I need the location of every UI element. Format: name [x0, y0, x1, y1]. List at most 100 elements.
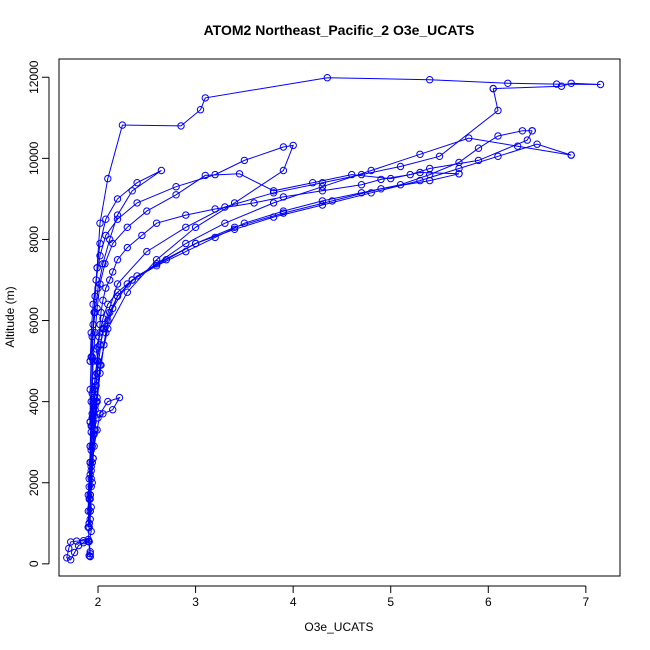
data-point	[123, 288, 132, 296]
data-point	[113, 195, 122, 203]
y-axis: 0 2000 4000 6000 8000 10000 12000	[27, 60, 50, 567]
data-point	[133, 272, 141, 280]
data-point	[84, 491, 93, 499]
data-point	[86, 418, 94, 426]
data-point	[90, 442, 98, 450]
plot-frame	[58, 58, 621, 577]
data-point	[513, 142, 522, 150]
data-point	[67, 556, 75, 564]
data-point	[230, 225, 239, 234]
data-point	[230, 223, 239, 232]
series-line	[87, 130, 533, 512]
y-tick-label: 2000	[27, 469, 41, 496]
data-point	[128, 276, 136, 284]
data-point	[269, 199, 278, 207]
data-point	[494, 106, 502, 115]
data-point	[87, 353, 95, 361]
data-point	[86, 385, 94, 394]
series-line	[88, 173, 460, 524]
y-tick-label: 10000	[27, 141, 41, 175]
data-point	[269, 187, 278, 195]
data-point	[504, 79, 512, 88]
data-point	[172, 191, 180, 199]
data-point	[230, 199, 239, 207]
data-point	[104, 397, 112, 406]
data-point	[377, 185, 385, 193]
data-point	[113, 211, 122, 219]
data-point	[85, 495, 93, 503]
series-line	[89, 88, 499, 463]
data-point	[416, 168, 424, 177]
data-point	[191, 223, 200, 232]
data-point	[123, 280, 132, 288]
data-point	[416, 150, 424, 159]
data-point	[88, 458, 96, 467]
data-point	[99, 260, 107, 268]
chart-title: ATOM2 Northeast_Pacific_2 O3e_UCATS	[204, 22, 475, 38]
data-point	[279, 209, 288, 217]
data-point	[87, 329, 95, 337]
data-point	[494, 132, 502, 140]
x-tick-label: 2	[95, 595, 102, 609]
data-point	[318, 201, 327, 209]
data-point	[235, 170, 244, 178]
data-point	[70, 548, 79, 557]
data-point	[528, 127, 536, 135]
data-point	[102, 231, 110, 240]
data-point	[494, 152, 502, 161]
data-point	[182, 211, 190, 219]
data-point	[86, 357, 94, 365]
data-point	[318, 183, 327, 191]
data-point	[455, 164, 463, 173]
data-point	[87, 475, 95, 483]
data-point	[518, 127, 527, 135]
data-point	[91, 292, 99, 300]
data-point	[87, 462, 95, 471]
data-point	[279, 166, 288, 175]
data-point	[86, 552, 94, 561]
data-point	[318, 197, 327, 205]
y-tick-label: 0	[27, 560, 41, 567]
data-point	[157, 166, 166, 175]
data-point	[523, 136, 531, 144]
data-point	[113, 256, 122, 264]
data-point	[182, 239, 190, 248]
data-point	[318, 179, 327, 187]
data-point	[396, 162, 405, 171]
data-point	[113, 292, 122, 300]
data-point	[377, 175, 385, 184]
data-point	[133, 179, 141, 187]
data-point	[92, 397, 100, 406]
data-point	[89, 320, 97, 329]
data-point	[93, 369, 101, 377]
data-point	[387, 174, 395, 183]
data-point	[269, 189, 278, 197]
x-tick-label: 5	[387, 595, 394, 609]
data-point	[426, 176, 434, 185]
data-point	[406, 170, 414, 179]
data-point	[102, 284, 110, 292]
x-axis: 2 3 4 5 6 7	[95, 585, 590, 609]
data-point	[96, 219, 104, 227]
x-tick-label: 4	[290, 595, 297, 609]
data-point	[123, 243, 132, 252]
data-point	[67, 538, 75, 546]
data-point	[86, 442, 94, 450]
data-point	[552, 80, 561, 88]
data-point	[99, 296, 107, 304]
data-point	[318, 187, 327, 195]
x-axis-label: O3e_UCATS	[304, 620, 373, 634]
data-point	[104, 174, 112, 183]
series-line	[87, 77, 601, 528]
data-point	[89, 357, 97, 365]
data-point	[88, 333, 96, 341]
data-point	[279, 143, 288, 151]
data-point	[250, 199, 258, 207]
series-line	[89, 171, 460, 463]
data-point	[455, 170, 463, 178]
data-point	[115, 393, 124, 402]
data-point	[138, 231, 146, 240]
data-point	[182, 223, 190, 232]
data-point	[367, 189, 375, 197]
data-point	[65, 544, 73, 553]
